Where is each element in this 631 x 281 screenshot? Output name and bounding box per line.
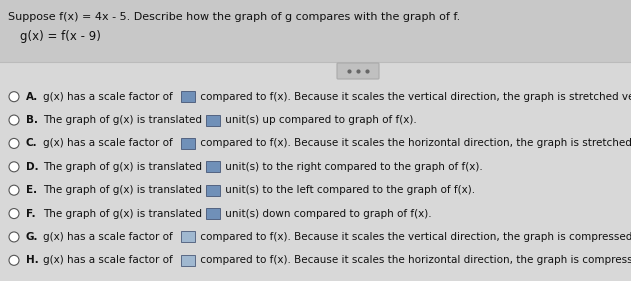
Text: A.: A. [26, 92, 38, 102]
Text: Suppose f(x) = 4x - 5. Describe how the graph of g compares with the graph of f.: Suppose f(x) = 4x - 5. Describe how the … [8, 12, 460, 22]
FancyBboxPatch shape [206, 161, 220, 172]
Text: unit(s) up compared to graph of f(x).: unit(s) up compared to graph of f(x). [222, 115, 417, 125]
Circle shape [9, 139, 19, 148]
FancyBboxPatch shape [180, 138, 195, 149]
Circle shape [9, 115, 19, 125]
Text: F.: F. [26, 209, 35, 219]
Text: compared to f(x). Because it scales the horizontal direction, the graph is compr: compared to f(x). Because it scales the … [197, 255, 631, 265]
Text: E.: E. [26, 185, 37, 195]
Text: g(x) has a scale factor of: g(x) has a scale factor of [43, 92, 176, 102]
Text: g(x) has a scale factor of: g(x) has a scale factor of [43, 139, 176, 148]
Circle shape [9, 92, 19, 102]
Text: The graph of g(x) is translated: The graph of g(x) is translated [43, 185, 205, 195]
FancyBboxPatch shape [206, 115, 220, 126]
FancyBboxPatch shape [337, 63, 379, 79]
Text: unit(s) to the left compared to the graph of f(x).: unit(s) to the left compared to the grap… [222, 185, 475, 195]
Text: G.: G. [26, 232, 38, 242]
Text: compared to f(x). Because it scales the vertical direction, the graph is compres: compared to f(x). Because it scales the … [197, 232, 631, 242]
Text: g(x) has a scale factor of: g(x) has a scale factor of [43, 232, 176, 242]
Text: unit(s) down compared to graph of f(x).: unit(s) down compared to graph of f(x). [222, 209, 432, 219]
Text: The graph of g(x) is translated: The graph of g(x) is translated [43, 162, 205, 172]
Circle shape [9, 232, 19, 242]
Text: The graph of g(x) is translated: The graph of g(x) is translated [43, 209, 205, 219]
Text: D.: D. [26, 162, 38, 172]
FancyBboxPatch shape [206, 208, 220, 219]
Text: C.: C. [26, 139, 38, 148]
FancyBboxPatch shape [180, 232, 195, 243]
FancyBboxPatch shape [0, 62, 631, 281]
Circle shape [9, 162, 19, 172]
Text: g(x) = f(x - 9): g(x) = f(x - 9) [20, 30, 101, 43]
Circle shape [9, 209, 19, 219]
Text: B.: B. [26, 115, 38, 125]
FancyBboxPatch shape [180, 91, 195, 102]
Circle shape [9, 255, 19, 265]
Text: g(x) has a scale factor of: g(x) has a scale factor of [43, 255, 176, 265]
Text: unit(s) to the right compared to the graph of f(x).: unit(s) to the right compared to the gra… [222, 162, 483, 172]
Text: compared to f(x). Because it scales the vertical direction, the graph is stretch: compared to f(x). Because it scales the … [197, 92, 631, 102]
Text: compared to f(x). Because it scales the horizontal direction, the graph is stret: compared to f(x). Because it scales the … [197, 139, 631, 148]
FancyBboxPatch shape [0, 0, 631, 62]
FancyBboxPatch shape [206, 185, 220, 196]
Text: H.: H. [26, 255, 38, 265]
Text: The graph of g(x) is translated: The graph of g(x) is translated [43, 115, 205, 125]
FancyBboxPatch shape [180, 255, 195, 266]
Circle shape [9, 185, 19, 195]
